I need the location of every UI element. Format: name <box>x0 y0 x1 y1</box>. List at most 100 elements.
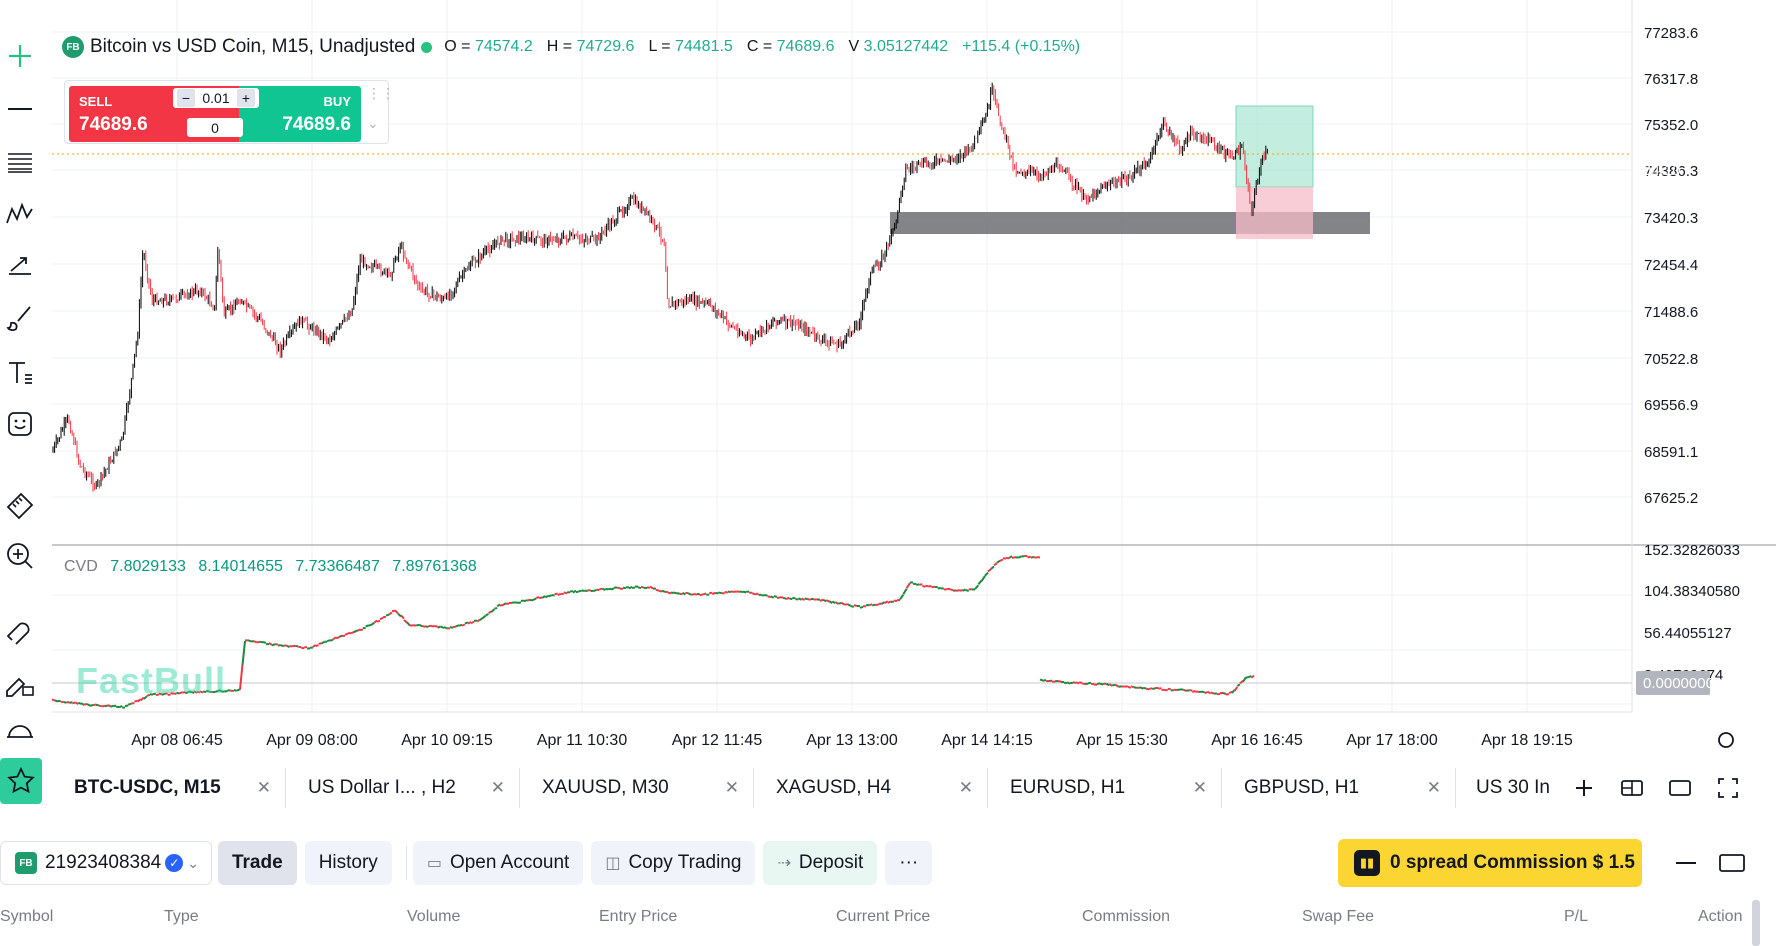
pattern-icon[interactable] <box>2 196 38 232</box>
cvd-segment <box>575 590 580 594</box>
fullscreen-icon[interactable] <box>1704 768 1752 808</box>
trend-line-icon[interactable] <box>2 90 38 126</box>
cvd-segment <box>584 589 588 593</box>
cvd-segment <box>499 604 504 607</box>
cvd-segment <box>332 636 337 641</box>
layout-single-icon[interactable] <box>1656 768 1704 808</box>
cvd-segment <box>1072 681 1077 685</box>
tab-xagusd[interactable]: XAGUSD, H4 ✕ <box>754 768 988 808</box>
text-icon[interactable] <box>2 354 38 390</box>
broker-logo: FB <box>62 36 84 58</box>
cvd-segment <box>532 597 537 601</box>
cvd-segment <box>494 606 498 610</box>
lot-increase-button[interactable]: + <box>237 89 255 107</box>
buy-button[interactable]: BUY 74689.6 <box>239 86 361 142</box>
prediction-icon[interactable] <box>2 248 38 284</box>
cvd-segment <box>819 598 824 602</box>
cvd-segment <box>1233 686 1239 692</box>
chevron-down-icon[interactable]: ⌄ <box>367 115 379 131</box>
close-icon[interactable]: ✕ <box>724 778 739 797</box>
cvd-segment <box>974 584 980 590</box>
close-icon[interactable]: ✕ <box>256 778 271 797</box>
cvd-segment <box>1242 676 1247 683</box>
cvd-segment <box>628 585 633 590</box>
col-commission[interactable]: Commission <box>1082 908 1171 925</box>
cvd-segment <box>681 591 686 596</box>
more-options-button[interactable]: ··· <box>885 841 933 885</box>
col-volume[interactable]: Volume <box>407 908 461 925</box>
copy-trading-button[interactable]: ◫ Copy Trading <box>591 841 756 885</box>
col-entry-price[interactable]: Entry Price <box>599 908 678 925</box>
cvd-segment <box>816 598 821 601</box>
favorites-star-icon[interactable] <box>0 758 42 804</box>
settings-gear-icon[interactable] <box>1718 732 1734 748</box>
lot-decrease-button[interactable]: − <box>177 89 195 107</box>
tab-eurusd[interactable]: EURUSD, H1 ✕ <box>988 768 1222 808</box>
drag-handle-icon[interactable]: ⋮⋮ <box>367 85 395 101</box>
account-selector[interactable]: FB 21923408384 ✓ ⌄ <box>0 841 212 885</box>
cvd-segment <box>893 599 898 603</box>
zoom-in-icon[interactable] <box>2 538 38 574</box>
cvd-segment <box>581 589 585 592</box>
cvd-segment <box>804 597 808 601</box>
deposit-button[interactable]: ⇢ Deposit <box>763 841 878 885</box>
col-symbol[interactable]: Symbol <box>0 908 54 925</box>
tab-xauusd[interactable]: XAUUSD, M30 ✕ <box>520 768 754 808</box>
layout-split-icon[interactable] <box>1608 768 1656 808</box>
col-type[interactable]: Type <box>164 908 199 925</box>
cvd-segment <box>776 596 781 599</box>
col-action[interactable]: Action <box>1698 908 1743 925</box>
cvd-segment <box>853 604 858 608</box>
tab-trade[interactable]: Trade <box>217 841 297 885</box>
promo-banner[interactable]: ▮▮ 0 spread Commission $ 1.5 <box>1338 839 1642 887</box>
tab-gbpusd[interactable]: GBPUSD, H1 ✕ <box>1222 768 1456 808</box>
time-axis-label: Apr 08 06:45 <box>131 732 223 749</box>
scrollbar[interactable] <box>1752 900 1760 946</box>
symbol-title[interactable]: Bitcoin vs USD Coin, M15, Unadjusted <box>90 36 416 57</box>
cvd-segment <box>825 599 830 603</box>
close-icon[interactable]: ✕ <box>1192 778 1207 797</box>
tab-history[interactable]: History <box>304 841 392 885</box>
open-account-button[interactable]: ▭ Open Account <box>412 841 584 885</box>
cvd-zero-tag <box>1636 671 1710 695</box>
divider <box>405 846 407 880</box>
col-current-price[interactable]: Current Price <box>836 908 931 925</box>
add-tab-plus-icon[interactable] <box>1560 768 1608 808</box>
brush-icon[interactable] <box>2 300 38 336</box>
cvd-segment <box>640 585 645 589</box>
cvd-axis-label: 104.38340580 <box>1644 583 1740 600</box>
close-icon[interactable]: ✕ <box>1426 778 1441 797</box>
close-icon[interactable]: ✕ <box>490 778 505 797</box>
maximize-panel-icon[interactable] <box>1712 846 1752 880</box>
col-pl[interactable]: P/L <box>1564 908 1589 925</box>
cvd-segment <box>199 690 204 694</box>
lock-drawings-icon[interactable] <box>2 664 38 700</box>
cvd-segment <box>158 692 163 696</box>
cvd-segment <box>161 692 166 696</box>
tab-us30[interactable]: US 30 In <box>1476 777 1550 798</box>
price-axis-label: 69556.9 <box>1644 397 1698 414</box>
ruler-icon[interactable] <box>2 486 38 522</box>
cvd-segment <box>1124 685 1128 688</box>
close-icon[interactable]: ✕ <box>958 778 973 797</box>
cvd-segment <box>850 605 855 608</box>
cvd-segment <box>1042 679 1047 682</box>
cvd-segment <box>949 588 954 592</box>
magnet-icon[interactable] <box>2 612 38 648</box>
cvd-segment <box>569 590 574 593</box>
price-chart[interactable]: 77283.6 76317.8 75352.0 74386.3 73420.3 72454… <box>0 0 1776 770</box>
hide-drawings-icon[interactable] <box>2 714 38 738</box>
chart-tabs-bar: BTC-USDC, M15 ✕ US Dollar I... , H2 ✕ XAUU… <box>52 762 1766 814</box>
tab-us-dollar-index[interactable]: US Dollar I... , H2 ✕ <box>286 768 520 808</box>
cvd-segment <box>1027 555 1031 559</box>
cvd-segment <box>1152 687 1156 690</box>
cvd-segment <box>350 631 355 635</box>
tab-btc-usdc[interactable]: BTC-USDC, M15 ✕ <box>52 768 286 808</box>
fib-retracement-icon[interactable] <box>2 144 38 180</box>
col-swap-fee[interactable]: Swap Fee <box>1302 908 1375 925</box>
minimize-panel-icon[interactable] <box>1668 846 1704 880</box>
lot-size-value[interactable]: 0.01 <box>202 90 230 106</box>
emoji-icon[interactable] <box>2 406 38 442</box>
crosshair-icon[interactable] <box>2 38 38 74</box>
cvd-segment <box>1222 691 1227 695</box>
